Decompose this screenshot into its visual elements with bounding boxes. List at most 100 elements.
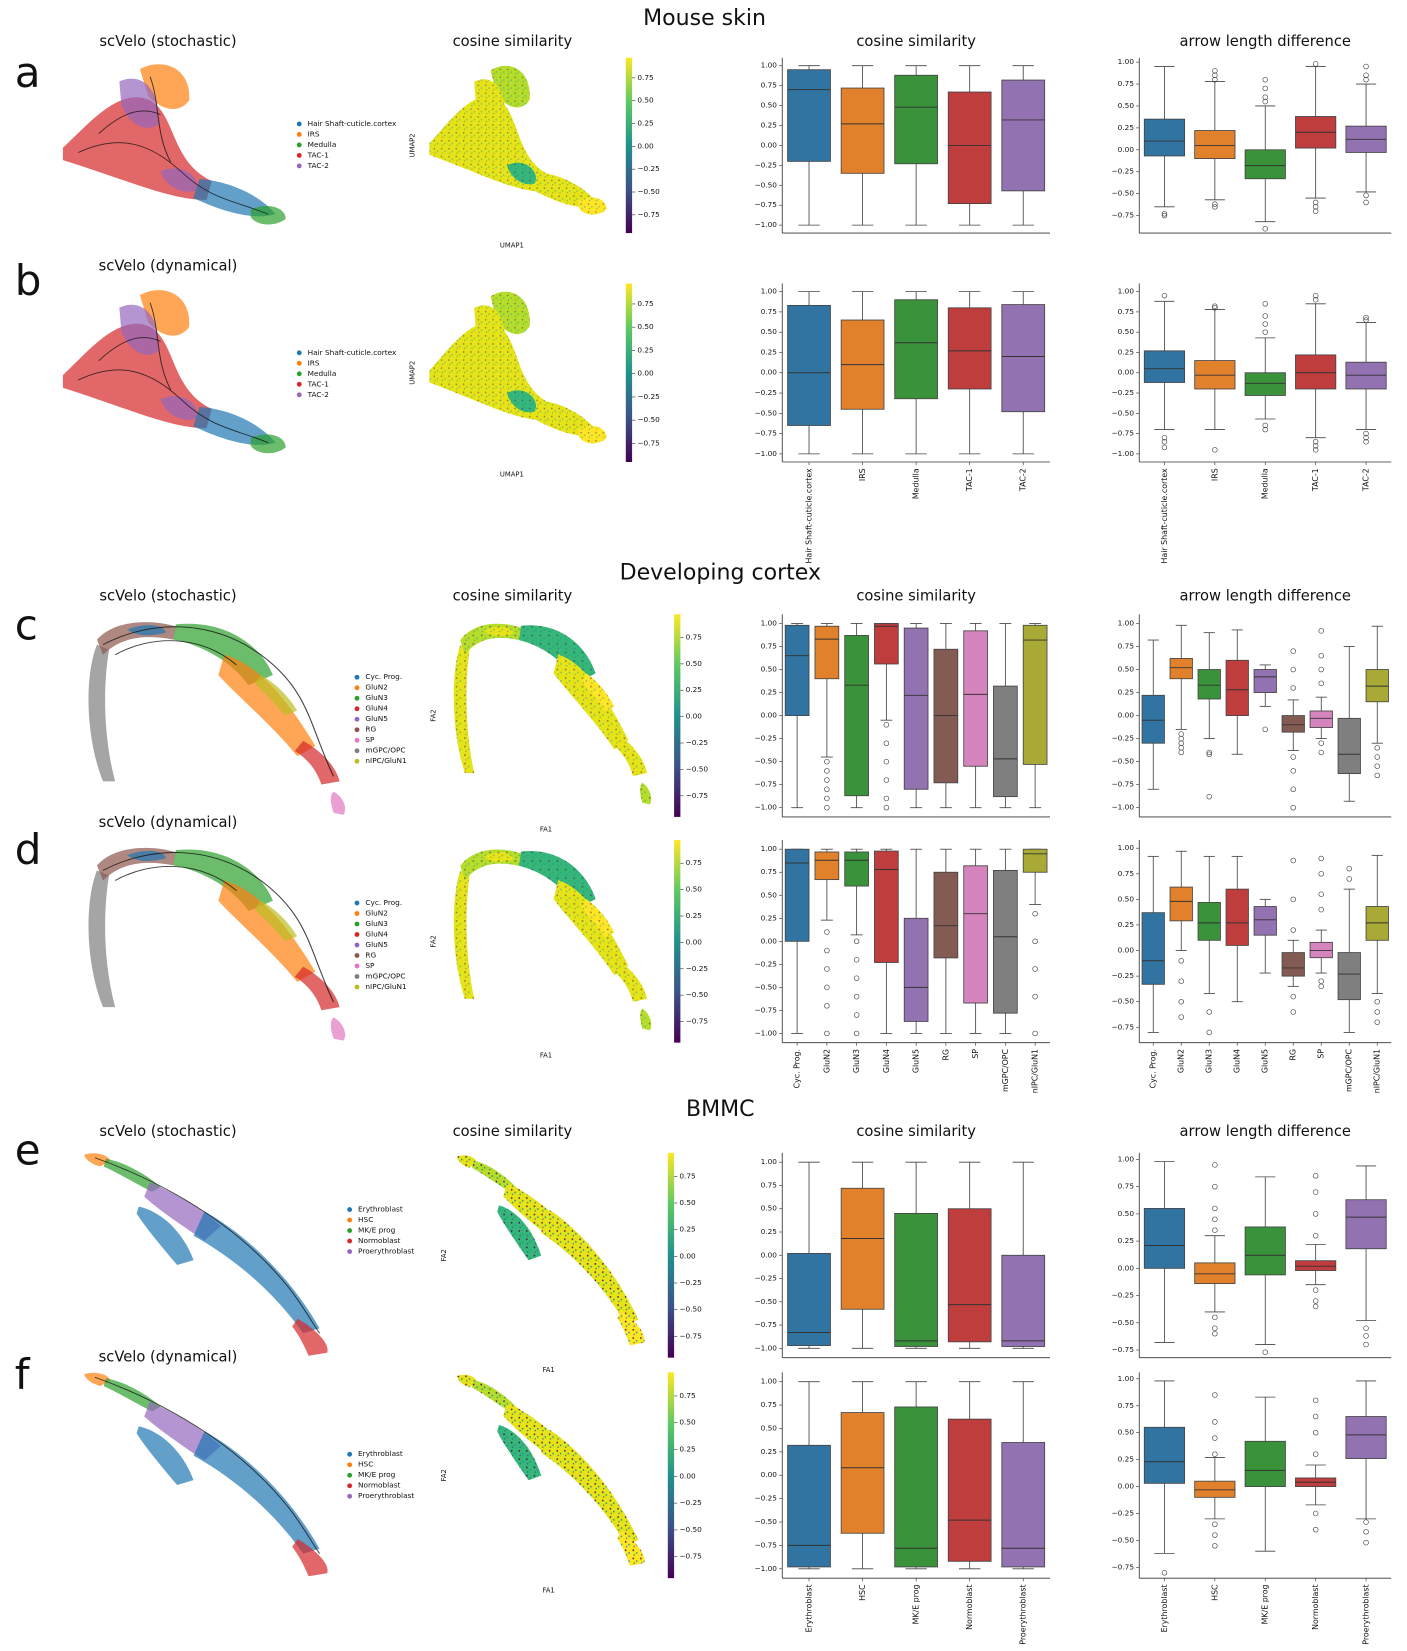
legend-marker: [296, 392, 302, 398]
legend-marker: [347, 1207, 353, 1213]
y-tick-label: 0.25: [1118, 347, 1135, 356]
outlier: [853, 993, 860, 1000]
cosine-speckle: [640, 1008, 652, 1031]
outlier: [824, 984, 830, 991]
cluster-embedding: [84, 1153, 328, 1356]
outlier: [853, 957, 860, 963]
y-axis-label: FA2: [430, 935, 438, 947]
colorbar-tick-label: −0.50: [686, 764, 709, 773]
colorbar: [674, 839, 681, 1043]
legend-marker: [354, 932, 360, 937]
legend-marker: [296, 371, 302, 377]
x-tick-label: nIPC/GluN1: [1031, 1049, 1040, 1093]
cosine-speckle: [456, 1155, 478, 1168]
x-axis-label: UMAP1: [500, 242, 524, 250]
outlier: [1262, 422, 1268, 429]
outlier: [1363, 192, 1369, 199]
colorbar-tick-label: 0.00: [686, 712, 703, 721]
legend-label: GluN3: [365, 693, 388, 702]
cosine-speckle: [453, 644, 475, 774]
legend-marker: [296, 163, 302, 169]
colorbar-tick-label: −0.75: [637, 210, 660, 219]
box: [1194, 130, 1236, 159]
outlier: [824, 966, 830, 972]
outlier: [1212, 1392, 1218, 1398]
y-tick-label: −0.25: [755, 160, 778, 169]
legend-marker: [354, 984, 360, 990]
outlier: [1346, 876, 1352, 882]
y-axis-label: FA2: [440, 1469, 448, 1481]
outlier: [1262, 426, 1268, 433]
outlier: [1262, 313, 1268, 319]
legend-label: Erythroblast: [358, 1205, 403, 1214]
cell-cluster: [250, 434, 286, 454]
cell-cluster: [119, 78, 159, 128]
outlier: [824, 777, 830, 783]
colorbar-tick-label: 0.50: [686, 659, 703, 668]
outlier: [1312, 199, 1319, 206]
box: [1143, 118, 1186, 157]
cell-cluster: [119, 304, 159, 355]
cosine-speckle: [471, 1379, 516, 1412]
cosine-speckle: [533, 400, 599, 436]
y-tick-label: 0.25: [761, 1447, 778, 1456]
box: [840, 87, 885, 174]
box: [844, 851, 869, 887]
legend-marker: [347, 1493, 353, 1499]
y-tick-label: −0.75: [755, 429, 778, 438]
outlier: [1312, 1397, 1319, 1404]
y-tick-label: −0.50: [1112, 408, 1135, 417]
legend-label: Erythroblast: [358, 1449, 403, 1458]
box: [1141, 694, 1165, 744]
colorbar-tick-label: 0.75: [686, 858, 703, 867]
outlier: [1212, 1205, 1218, 1212]
x-tick-label: GluN2: [1177, 1049, 1186, 1073]
cell-cluster: [84, 1153, 111, 1167]
outlier: [1262, 94, 1268, 100]
colorbar-tick-label: 0.25: [637, 119, 654, 128]
y-tick-label: 1.00: [761, 844, 778, 853]
outlier: [1363, 1529, 1369, 1535]
x-tick-label: TAC-2: [1362, 468, 1371, 492]
y-tick-label: 0.25: [1118, 920, 1135, 929]
streamline: [114, 866, 237, 891]
outlier: [1161, 438, 1168, 445]
y-tick-label: 0.75: [1118, 1401, 1135, 1410]
cosine-speckle: [506, 162, 537, 185]
outlier: [1312, 1510, 1319, 1517]
outlier: [1374, 998, 1380, 1005]
box: [787, 69, 831, 162]
outlier: [1212, 305, 1218, 311]
outlier: [1206, 749, 1212, 756]
legend-label: Proerythroblast: [358, 1491, 414, 1500]
y-tick-label: 0.25: [1118, 123, 1135, 132]
x-tick-label: Normoblast: [965, 1584, 974, 1629]
cell-cluster: [250, 205, 286, 225]
y-tick-label: 0.00: [761, 711, 778, 720]
x-tick-label: Medulla: [912, 468, 921, 499]
box: [933, 871, 959, 959]
y-tick-label: 0.75: [761, 1400, 778, 1409]
y-axis-label: FA2: [440, 1249, 448, 1261]
outlier: [1363, 63, 1369, 70]
colorbar-tick-label: 0.00: [637, 369, 654, 378]
colorbar-tick-label: −0.50: [679, 1305, 702, 1314]
outlier: [1363, 438, 1369, 445]
outlier: [1212, 1314, 1218, 1321]
outlier: [1290, 754, 1296, 760]
box: [1143, 1208, 1186, 1269]
chart-title: arrow length difference: [1180, 33, 1351, 50]
legend-label: Normoblast: [358, 1481, 400, 1490]
colorbar-tick-label: 0.25: [679, 1445, 696, 1454]
y-tick-label: 1.00: [1118, 843, 1135, 852]
outlier: [1212, 1543, 1218, 1549]
cosine-speckle: [483, 626, 514, 637]
cosine-embedding: [453, 849, 652, 1031]
y-tick-label: −0.50: [1112, 757, 1135, 766]
outlier: [1363, 76, 1369, 83]
x-axis-label: UMAP1: [500, 471, 524, 479]
y-tick-label: −1.00: [1112, 449, 1135, 458]
cosine-speckle: [453, 870, 475, 999]
legend-label: MK/E prog: [358, 1226, 395, 1235]
outlier: [1363, 199, 1369, 206]
